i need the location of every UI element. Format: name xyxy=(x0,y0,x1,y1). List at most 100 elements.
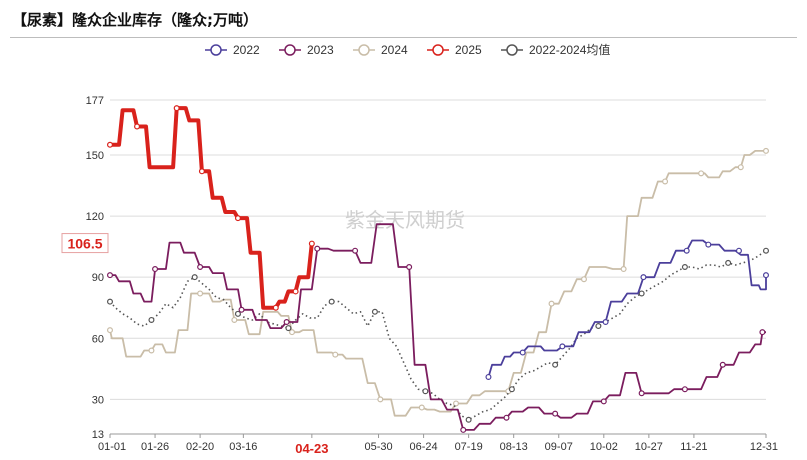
series-marker-2024 xyxy=(418,404,425,411)
current-value-label: 106.5 xyxy=(67,236,102,252)
x-tick-label: 03-16 xyxy=(229,441,257,453)
series-marker-2022-2024均值 xyxy=(465,416,472,423)
series-marker-2024 xyxy=(762,147,769,154)
series-marker-2022 xyxy=(735,247,742,254)
series-marker-2023 xyxy=(352,247,359,254)
series-line-2022 xyxy=(487,239,767,378)
series-marker-2023 xyxy=(314,245,321,252)
current-date-box xyxy=(287,439,336,456)
chart-title: 【尿素】隆众企业库存（隆众;万吨） xyxy=(12,11,259,29)
series-marker-2024 xyxy=(148,347,155,354)
series-marker-2024 xyxy=(548,300,555,307)
legend-swatch-marker xyxy=(432,44,444,56)
y-tick-label: 150 xyxy=(86,150,104,162)
y-axis: 13 30 60 90 120 150 177 xyxy=(86,95,104,441)
series-marker-2022-2024均值 xyxy=(681,264,688,271)
series-marker-2022-2024均值 xyxy=(328,298,335,305)
x-tick-label: 08-13 xyxy=(500,441,528,453)
series-marker-2024 xyxy=(620,266,627,273)
legend-entry-label: 2023 xyxy=(307,43,334,57)
series-marker-2023 xyxy=(600,398,607,405)
series-marker-2023 xyxy=(406,264,413,271)
series-marker-2025 xyxy=(308,240,315,247)
series-marker-2023 xyxy=(681,386,688,393)
series-marker-2022 xyxy=(762,272,769,279)
series-marker-2022 xyxy=(485,373,492,380)
series-marker-2024 xyxy=(106,327,113,334)
series-line-2022-2024均值 xyxy=(109,250,767,421)
series-marker-2024 xyxy=(580,276,587,283)
series-marker-2022-2024均值 xyxy=(371,308,378,315)
series-marker-2022-2024均值 xyxy=(595,323,602,330)
y-tick-label: 30 xyxy=(92,394,104,406)
series-marker-2023 xyxy=(638,390,645,397)
x-tick-label: 06-24 xyxy=(410,441,438,453)
series-marker-2022-2024均值 xyxy=(422,388,429,395)
series-marker-2024 xyxy=(332,351,339,358)
series-marker-2022-2024均值 xyxy=(148,316,155,323)
y-tick-label: 177 xyxy=(86,95,104,107)
legend-swatch-marker xyxy=(284,44,296,56)
series-marker-2024 xyxy=(289,329,296,336)
y-tick-label: 90 xyxy=(92,272,104,284)
y-tick-label: 13 xyxy=(92,429,104,441)
watermark: 紫金天风期货 xyxy=(345,208,465,232)
series-marker-2024 xyxy=(231,316,238,323)
legend-entry-label: 2022 xyxy=(233,43,260,57)
series-marker-2022 xyxy=(559,343,566,350)
series-marker-2025 xyxy=(134,123,141,130)
series-marker-2022 xyxy=(683,247,690,254)
series-marker-2023 xyxy=(503,414,510,421)
series-marker-2022-2024均值 xyxy=(638,290,645,297)
watermark-group: 紫金天风期货 xyxy=(345,208,465,232)
series-marker-2024 xyxy=(698,170,705,177)
series-marker-2022 xyxy=(519,349,526,356)
x-tick-label: 05-30 xyxy=(364,441,392,453)
x-tick-label: 07-19 xyxy=(455,441,483,453)
series-marker-2024 xyxy=(197,290,204,297)
x-axis: 01-01 01-26 02-20 03-16 05-30 06-24 07-19 08-13… xyxy=(98,434,778,453)
series-marker-2022-2024均值 xyxy=(508,386,515,393)
title-divider xyxy=(10,37,797,38)
series-marker-2023 xyxy=(106,272,113,279)
x-tick-label: 10-27 xyxy=(635,441,663,453)
series-marker-2023 xyxy=(460,426,467,433)
series-marker-2022-2024均值 xyxy=(191,274,198,281)
series-marker-2025 xyxy=(198,168,205,175)
series-marker-2024 xyxy=(453,400,460,407)
series-marker-2022 xyxy=(602,318,609,325)
series-line-2025 xyxy=(110,106,314,310)
x-tick-label: 02-20 xyxy=(186,441,214,453)
series-marker-2022-2024均值 xyxy=(234,310,241,317)
series-marker-2024 xyxy=(377,396,384,403)
series-marker-2023 xyxy=(197,264,204,271)
series-marker-2025 xyxy=(292,288,299,295)
x-tick-label: 10-02 xyxy=(590,441,618,453)
y-tick-label: 60 xyxy=(92,333,104,345)
x-tick-label: 12-31 xyxy=(750,441,778,453)
series-marker-2022-2024均值 xyxy=(552,361,559,368)
x-tick-label: 11-21 xyxy=(680,441,707,453)
series-marker-2025 xyxy=(272,304,279,311)
x-tick-label: 09-07 xyxy=(545,441,573,453)
series-marker-2024 xyxy=(662,178,669,185)
series-marker-2025 xyxy=(234,215,241,222)
series-marker-2023 xyxy=(552,410,559,417)
series-marker-2022-2024均值 xyxy=(285,325,292,332)
legend-entry-label: 2024 xyxy=(381,43,408,57)
series-marker-2022-2024均值 xyxy=(106,298,113,305)
series-marker-2025 xyxy=(173,105,180,112)
current-value-box xyxy=(61,233,109,254)
legend-entry-label: 2025 xyxy=(455,43,482,57)
legend-entry-label: 2022-2024均值 xyxy=(529,42,610,57)
series-marker-2025 xyxy=(106,141,113,148)
callouts: 106.5 04-23 xyxy=(61,233,336,456)
series-marker-2022-2024均值 xyxy=(725,259,732,266)
x-tick-label: 01-26 xyxy=(141,441,169,453)
series-marker-2022 xyxy=(705,241,712,248)
legend-swatch-marker xyxy=(210,44,222,56)
legend-swatch-marker xyxy=(358,44,370,56)
chart-legend: 2022 2023 2024 2025 2022-2024均值 xyxy=(205,42,610,57)
y-tick-label: 120 xyxy=(86,211,104,223)
